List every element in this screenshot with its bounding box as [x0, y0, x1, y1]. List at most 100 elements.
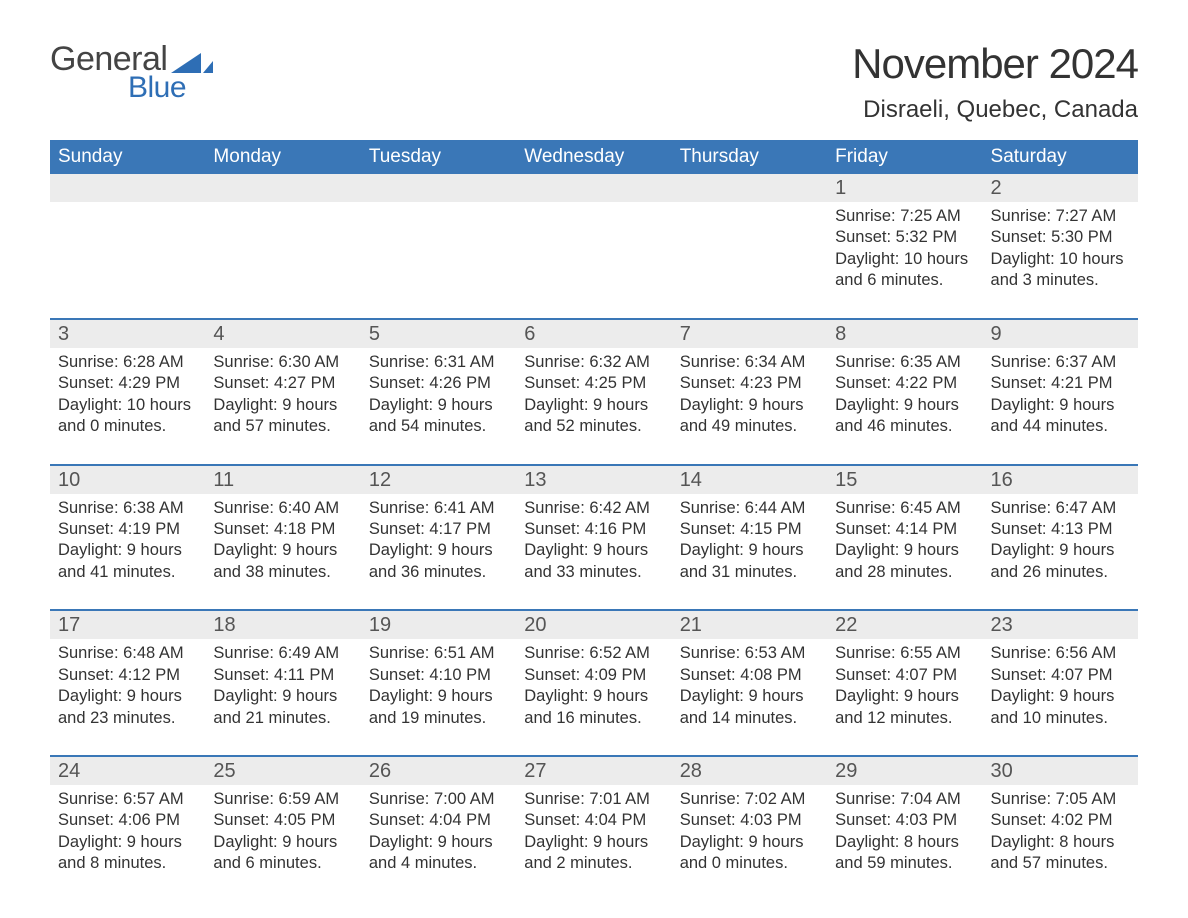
daylight-text: Daylight: 9 hours and 2 minutes.	[524, 832, 663, 875]
day-details: Sunrise: 6:56 AMSunset: 4:07 PMDaylight:…	[983, 639, 1138, 729]
day-number: 15	[827, 466, 982, 494]
day-number: 1	[827, 174, 982, 202]
sunset-text: Sunset: 4:29 PM	[58, 373, 197, 394]
day-number: 9	[983, 320, 1138, 348]
dow-thursday: Thursday	[672, 146, 827, 168]
sunrise-text: Sunrise: 6:42 AM	[524, 498, 663, 519]
day-cell: 26Sunrise: 7:00 AMSunset: 4:04 PMDayligh…	[361, 757, 516, 883]
day-number: 13	[516, 466, 671, 494]
sunrise-text: Sunrise: 6:38 AM	[58, 498, 197, 519]
daylight-text: Daylight: 9 hours and 38 minutes.	[213, 540, 352, 583]
sunrise-text: Sunrise: 7:25 AM	[835, 206, 974, 227]
sunrise-text: Sunrise: 6:41 AM	[369, 498, 508, 519]
day-details: Sunrise: 7:05 AMSunset: 4:02 PMDaylight:…	[983, 785, 1138, 875]
sunrise-text: Sunrise: 6:55 AM	[835, 643, 974, 664]
sunrise-text: Sunrise: 6:52 AM	[524, 643, 663, 664]
sunset-text: Sunset: 4:22 PM	[835, 373, 974, 394]
day-details: Sunrise: 6:47 AMSunset: 4:13 PMDaylight:…	[983, 494, 1138, 584]
day-cell: 13Sunrise: 6:42 AMSunset: 4:16 PMDayligh…	[516, 466, 671, 592]
day-number: 21	[672, 611, 827, 639]
day-number: 29	[827, 757, 982, 785]
day-details: Sunrise: 6:51 AMSunset: 4:10 PMDaylight:…	[361, 639, 516, 729]
day-cell: 3Sunrise: 6:28 AMSunset: 4:29 PMDaylight…	[50, 320, 205, 446]
sunrise-text: Sunrise: 6:56 AM	[991, 643, 1130, 664]
sunrise-text: Sunrise: 6:48 AM	[58, 643, 197, 664]
day-number: 17	[50, 611, 205, 639]
logo: General Blue	[50, 40, 213, 105]
sunset-text: Sunset: 4:26 PM	[369, 373, 508, 394]
day-details: Sunrise: 7:04 AMSunset: 4:03 PMDaylight:…	[827, 785, 982, 875]
day-cell: 28Sunrise: 7:02 AMSunset: 4:03 PMDayligh…	[672, 757, 827, 883]
sunset-text: Sunset: 4:17 PM	[369, 519, 508, 540]
daylight-text: Daylight: 9 hours and 54 minutes.	[369, 395, 508, 438]
sunset-text: Sunset: 4:21 PM	[991, 373, 1130, 394]
sunrise-text: Sunrise: 6:59 AM	[213, 789, 352, 810]
day-number	[672, 174, 827, 202]
sunset-text: Sunset: 4:14 PM	[835, 519, 974, 540]
day-number: 22	[827, 611, 982, 639]
sunrise-text: Sunrise: 6:40 AM	[213, 498, 352, 519]
day-number	[50, 174, 205, 202]
daylight-text: Daylight: 9 hours and 6 minutes.	[213, 832, 352, 875]
day-number: 2	[983, 174, 1138, 202]
dow-tuesday: Tuesday	[361, 146, 516, 168]
day-number: 4	[205, 320, 360, 348]
day-number: 27	[516, 757, 671, 785]
day-cell: 20Sunrise: 6:52 AMSunset: 4:09 PMDayligh…	[516, 611, 671, 737]
day-number: 26	[361, 757, 516, 785]
day-cell: 23Sunrise: 6:56 AMSunset: 4:07 PMDayligh…	[983, 611, 1138, 737]
dow-sunday: Sunday	[50, 146, 205, 168]
day-cell: 7Sunrise: 6:34 AMSunset: 4:23 PMDaylight…	[672, 320, 827, 446]
day-details: Sunrise: 6:31 AMSunset: 4:26 PMDaylight:…	[361, 348, 516, 438]
sunset-text: Sunset: 4:03 PM	[835, 810, 974, 831]
header: General Blue November 2024 Disraeli, Que…	[50, 40, 1138, 124]
sunrise-text: Sunrise: 6:28 AM	[58, 352, 197, 373]
sunset-text: Sunset: 4:27 PM	[213, 373, 352, 394]
day-number: 5	[361, 320, 516, 348]
day-cell: 16Sunrise: 6:47 AMSunset: 4:13 PMDayligh…	[983, 466, 1138, 592]
day-number: 6	[516, 320, 671, 348]
sunset-text: Sunset: 4:13 PM	[991, 519, 1130, 540]
daylight-text: Daylight: 9 hours and 28 minutes.	[835, 540, 974, 583]
sunrise-text: Sunrise: 6:44 AM	[680, 498, 819, 519]
day-details: Sunrise: 6:37 AMSunset: 4:21 PMDaylight:…	[983, 348, 1138, 438]
sunset-text: Sunset: 4:04 PM	[369, 810, 508, 831]
daylight-text: Daylight: 9 hours and 33 minutes.	[524, 540, 663, 583]
sunrise-text: Sunrise: 6:51 AM	[369, 643, 508, 664]
logo-word2: Blue	[128, 71, 186, 105]
day-cell: 24Sunrise: 6:57 AMSunset: 4:06 PMDayligh…	[50, 757, 205, 883]
day-cell: 11Sunrise: 6:40 AMSunset: 4:18 PMDayligh…	[205, 466, 360, 592]
day-details: Sunrise: 6:52 AMSunset: 4:09 PMDaylight:…	[516, 639, 671, 729]
week-row: 17 Sunrise: 6:48 AMSunset: 4:12 PM Dayligh…	[50, 609, 1138, 737]
day-cell: 18Sunrise: 6:49 AMSunset: 4:11 PMDayligh…	[205, 611, 360, 737]
sunrise-text: Sunrise: 6:57 AM	[58, 789, 197, 810]
sunset-text: Sunset: 4:11 PM	[213, 665, 352, 686]
day-details: Sunrise: 6:40 AMSunset: 4:18 PMDaylight:…	[205, 494, 360, 584]
daylight-text: Daylight: 9 hours and 19 minutes.	[369, 686, 508, 729]
day-number: 23	[983, 611, 1138, 639]
day-number	[205, 174, 360, 202]
day-number: 3	[50, 320, 205, 348]
daylight-text: Daylight: 9 hours and 41 minutes.	[58, 540, 197, 583]
sunrise-text: Sunrise: 6:30 AM	[213, 352, 352, 373]
sunrise-text: Sunrise: 6:53 AM	[680, 643, 819, 664]
day-cell: 5Sunrise: 6:31 AMSunset: 4:26 PMDaylight…	[361, 320, 516, 446]
day-number: 28	[672, 757, 827, 785]
week-row: 1Sunrise: 7:25 AMSunset: 5:32 PMDaylight…	[50, 174, 1138, 300]
dow-wednesday: Wednesday	[516, 146, 671, 168]
day-cell: 15Sunrise: 6:45 AMSunset: 4:14 PMDayligh…	[827, 466, 982, 592]
day-number: 10	[50, 466, 205, 494]
day-number: 12	[361, 466, 516, 494]
daylight-text: Daylight: 9 hours and 26 minutes.	[991, 540, 1130, 583]
sunrise-text: Sunrise: 6:47 AM	[991, 498, 1130, 519]
sunrise-text: Sunrise: 6:31 AM	[369, 352, 508, 373]
day-details: Sunrise: 6:28 AMSunset: 4:29 PMDaylight:…	[50, 348, 205, 438]
day-number	[516, 174, 671, 202]
day-cell	[205, 174, 360, 300]
day-number: 25	[205, 757, 360, 785]
daylight-text: Daylight: 9 hours and 44 minutes.	[991, 395, 1130, 438]
sunset-text: Sunset: 4:12 PM	[58, 665, 197, 686]
day-number: 11	[205, 466, 360, 494]
day-cell: 27Sunrise: 7:01 AMSunset: 4:04 PMDayligh…	[516, 757, 671, 883]
day-cell: 30Sunrise: 7:05 AMSunset: 4:02 PMDayligh…	[983, 757, 1138, 883]
